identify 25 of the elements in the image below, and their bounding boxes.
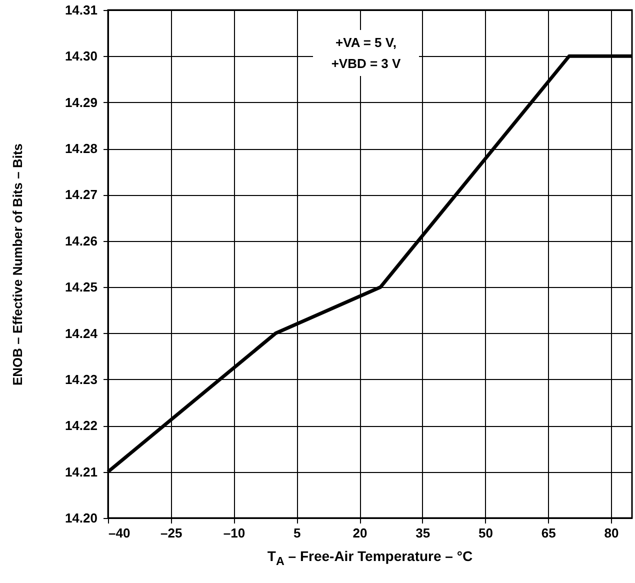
y-axis-title: ENOB – Effective Number of Bits – Bits bbox=[10, 144, 25, 386]
y-tick-label: 14.24 bbox=[64, 326, 98, 341]
y-tick-label: 14.30 bbox=[64, 48, 98, 64]
y-tick-label: 14.21 bbox=[64, 464, 98, 480]
y-tick-label: 14.26 bbox=[64, 233, 98, 248]
y-tick-label: 14.20 bbox=[64, 510, 98, 526]
y-tick-label: 14.27 bbox=[64, 187, 98, 202]
annotation: +VBD = 3 V bbox=[330, 55, 402, 73]
annotation: +VA = 5 V, bbox=[334, 34, 398, 52]
x-tick-label: 5 bbox=[294, 526, 301, 540]
x-tick-label: –10 bbox=[223, 526, 246, 540]
y-tick-label: 14.23 bbox=[64, 372, 98, 387]
x-tick-label: 20 bbox=[352, 526, 368, 540]
x-tick-label: 80 bbox=[604, 526, 619, 540]
y-tick-label: 14.25 bbox=[64, 280, 98, 295]
x-tick-label: 65 bbox=[541, 526, 556, 540]
x-tick-label: 50 bbox=[478, 526, 494, 540]
y-tick-label: 14.22 bbox=[64, 418, 98, 434]
x-axis-title: T$_{A}$ – Free-Air Temperature – °C bbox=[266, 548, 474, 568]
x-tick-label: –25 bbox=[160, 526, 182, 540]
y-tick-label: 14.29 bbox=[64, 94, 98, 110]
x-tick-label: –40 bbox=[108, 526, 130, 540]
y-tick-label: 14.28 bbox=[64, 141, 98, 156]
y-tick-label: 14.31 bbox=[64, 2, 98, 18]
x-tick-label: 35 bbox=[416, 526, 430, 540]
